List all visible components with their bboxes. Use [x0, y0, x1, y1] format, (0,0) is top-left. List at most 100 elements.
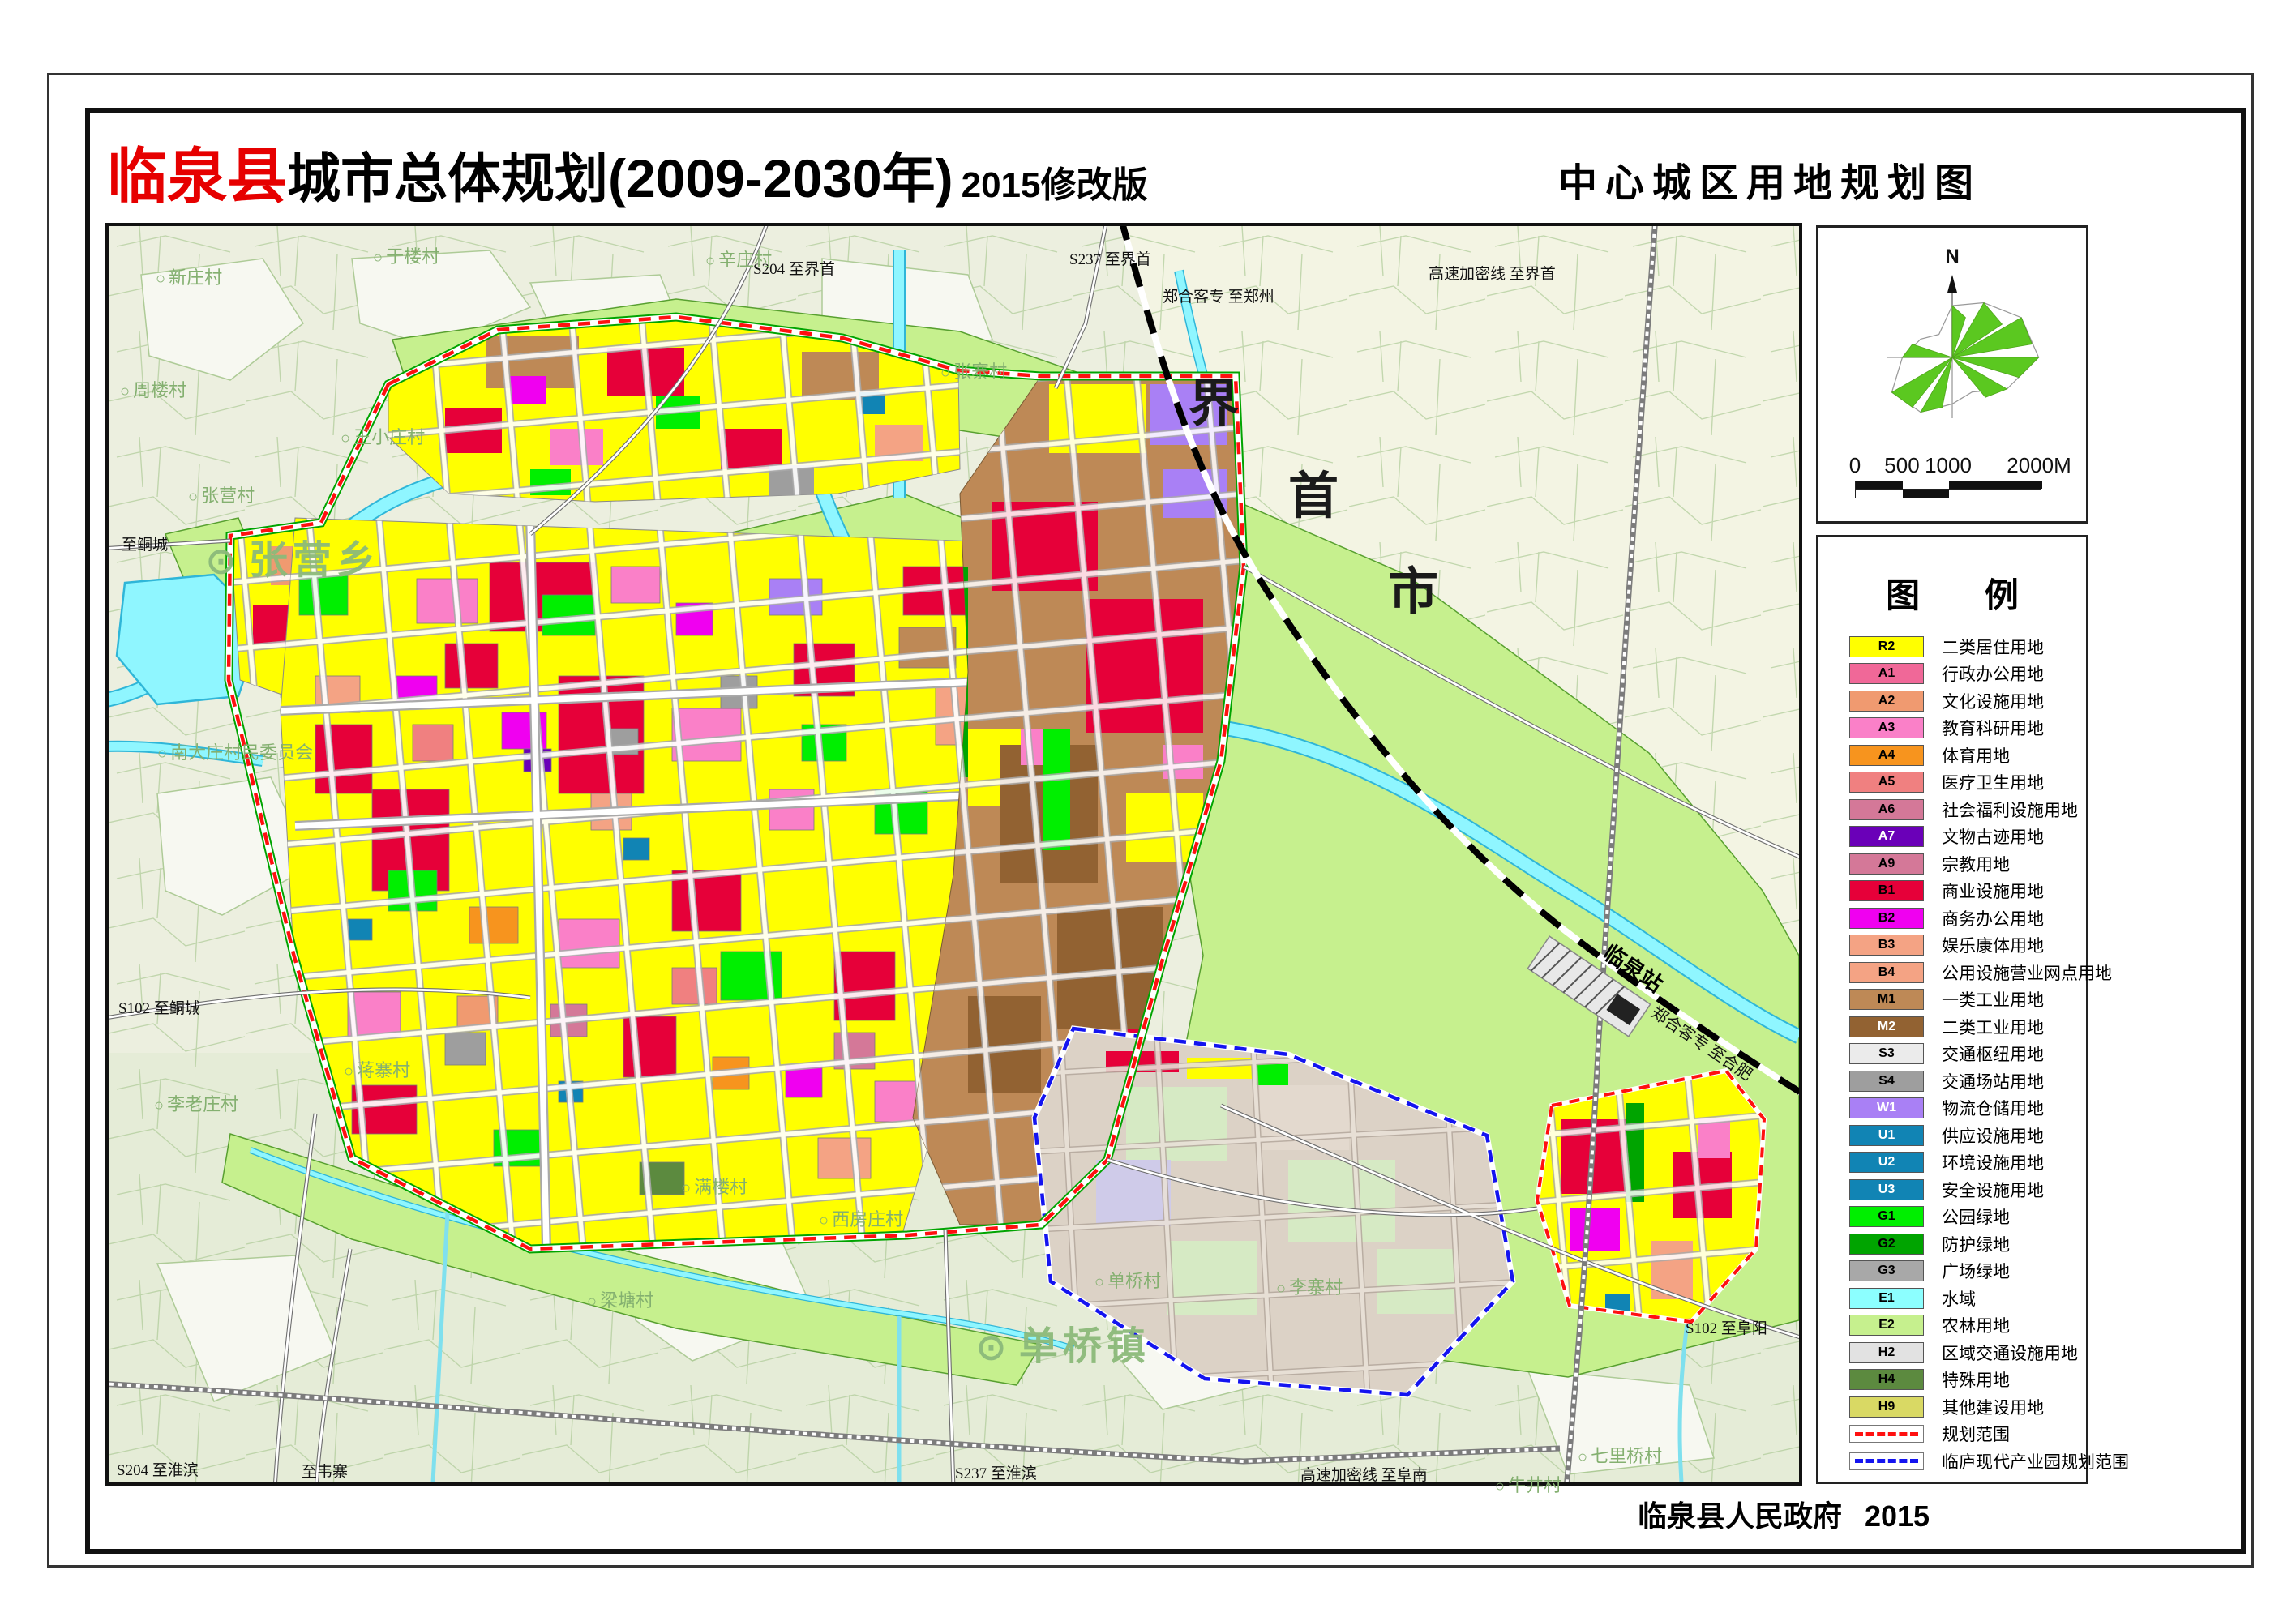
legend-item: A2 文化设施用地	[1849, 687, 2068, 715]
legend-label: 安全设施用地	[1942, 1181, 2044, 1200]
inner-frame	[85, 108, 2246, 1554]
legend-item: A4 体育用地	[1849, 742, 2068, 769]
legend-label: 防护绿地	[1942, 1235, 2010, 1255]
legend-swatch: M2	[1849, 1016, 1924, 1037]
legend-swatch: B2	[1849, 907, 1924, 929]
legend-item: H9 其他建设用地	[1849, 1393, 2068, 1421]
map-sheet-title: 中心城区用地规划图	[1558, 162, 1982, 205]
legend-item: A9 宗教用地	[1849, 850, 2068, 878]
legend-label: 区域交通设施用地	[1942, 1344, 2078, 1363]
legend-item-boundary: 规划范围	[1849, 1421, 2068, 1448]
map-canvas[interactable]: S204 至界首 S237 至界首 郑合客专 至郑州 高速加密线 至界首 至鲖城 S102…	[105, 223, 1802, 1495]
legend-label: 商务办公用地	[1942, 909, 2044, 929]
legend-item: B2 商务办公用地	[1849, 905, 2068, 932]
legend-item: B3 娱乐康体用地	[1849, 932, 2068, 960]
legend-label: 公园绿地	[1942, 1208, 2010, 1228]
legend-swatch: B3	[1849, 935, 1924, 956]
legend-swatch: H2	[1849, 1341, 1924, 1363]
legend-swatch: G2	[1849, 1233, 1924, 1255]
legend-item: U1 供应设施用地	[1849, 1122, 2068, 1149]
legend-label: 其他建设用地	[1942, 1398, 2044, 1418]
legend-item: H4 特殊用地	[1849, 1367, 2068, 1394]
legend-label: 交通场站用地	[1942, 1072, 2044, 1092]
legend-label: 文化设施用地	[1942, 692, 2044, 712]
legend-item: M2 二类工业用地	[1849, 1013, 2068, 1041]
legend-item: E1 水域	[1849, 1285, 2068, 1312]
legend-swatch: B4	[1849, 961, 1924, 983]
legend-swatch: A7	[1849, 826, 1924, 848]
page-title: 城市总体规划(2009-2030年)	[287, 148, 953, 208]
legend-swatch: G1	[1849, 1206, 1924, 1228]
legend-label: 宗教用地	[1942, 855, 2010, 875]
legend-swatch: E2	[1849, 1315, 1924, 1337]
legend-swatch: W1	[1849, 1097, 1924, 1119]
legend-swatch: S4	[1849, 1070, 1924, 1092]
planning-boundary	[224, 312, 1249, 1254]
north-label: N	[1945, 246, 1960, 267]
legend-swatch: H4	[1849, 1369, 1924, 1391]
legend-swatch: A2	[1849, 690, 1924, 712]
legend-swatch: A1	[1849, 663, 1924, 685]
map-drawing	[109, 226, 1799, 1482]
legend-label: 教育科研用地	[1942, 720, 2044, 739]
legend-item: S4 交通场站用地	[1849, 1067, 2068, 1095]
legend-swatch: A3	[1849, 717, 1924, 739]
legend-swatch: G3	[1849, 1260, 1924, 1282]
legend-swatch: M1	[1849, 989, 1924, 1011]
scale-tick: 0	[1848, 453, 1861, 477]
legend-title: 图 例	[1886, 576, 2046, 614]
legend-swatch: A9	[1849, 853, 1924, 875]
legend-item: W1 物流仓储用地	[1849, 1095, 2068, 1123]
legend-label: 二类居住用地	[1942, 638, 2044, 657]
legend-swatch: U3	[1849, 1178, 1924, 1200]
scale-tick: 2000M	[2007, 453, 2071, 477]
legend-item: H2 区域交通设施用地	[1849, 1339, 2078, 1367]
legend-item: B4 公用设施营业网点用地	[1849, 959, 2112, 986]
industrial-park-boundary	[1032, 1026, 1515, 1397]
district-east-industry	[912, 375, 1244, 1225]
legend-item: A7 文物古迹用地	[1849, 823, 2068, 851]
scale-tick-labels: 0 500 1000 2000M	[1818, 453, 2086, 477]
legend-label: 供应设施用地	[1942, 1127, 2044, 1146]
compass-scale-box: N 0 500 1000 2000M	[1816, 225, 2088, 524]
legend-item: G2 防护绿地	[1849, 1230, 2068, 1258]
legend-swatch: R2	[1849, 635, 1924, 657]
legend-swatch: E1	[1849, 1287, 1924, 1309]
legend-label: 水域	[1942, 1290, 1976, 1309]
legend-label: 临庐现代产业园规划范围	[1942, 1452, 2129, 1472]
publisher: 临泉县人民政府	[1637, 1499, 1842, 1533]
legend-label: 社会福利设施用地	[1942, 801, 2078, 820]
header: 临泉县城市总体规划(2009-2030年) 2015修改版 中心城区用地规划图	[107, 128, 2215, 217]
expressway	[109, 226, 1658, 1482]
legend-swatch: B1	[1849, 880, 1924, 902]
legend-label: 广场绿地	[1942, 1263, 2010, 1282]
scale-bar	[1855, 481, 2042, 500]
legend-label: 二类工业用地	[1942, 1018, 2044, 1037]
legend-label: 规划范围	[1942, 1426, 2010, 1445]
publish-year: 2015	[1864, 1499, 1930, 1533]
legend-item: M1 一类工业用地	[1849, 986, 2068, 1014]
legend-label: 娱乐康体用地	[1942, 937, 2044, 956]
compass-rose	[1887, 275, 2040, 418]
district-central	[280, 517, 1017, 1250]
district-industrial-park	[1031, 1025, 1516, 1398]
legend-label: 体育用地	[1942, 746, 2010, 766]
legend-swatch: A6	[1849, 798, 1924, 820]
railway-station	[1527, 935, 1651, 1037]
legend-swatch: S3	[1849, 1043, 1924, 1065]
legend-swatch: A5	[1849, 772, 1924, 793]
legend-item: A6 社会福利设施用地	[1849, 796, 2078, 823]
legend-label: 物流仓储用地	[1942, 1100, 2044, 1119]
legend-swatch: U2	[1849, 1152, 1924, 1174]
legend-label: 商业设施用地	[1942, 883, 2044, 902]
legend-item: A5 医疗卫生用地	[1849, 769, 2068, 797]
legend-label: 医疗卫生用地	[1942, 774, 2044, 793]
legend-item: U3 安全设施用地	[1849, 1176, 2068, 1204]
legend-item: A3 教育科研用地	[1849, 715, 2068, 742]
legend-rows: R2 二类居住用地 A1 行政办公用地 A2 文化设施用地 A3 教育科研用地 A4 体育用地 A5…	[1849, 633, 2129, 1475]
legend-item: G1 公园绿地	[1849, 1204, 2068, 1231]
railway-hsr	[1120, 226, 1799, 1096]
legend-item: B1 商业设施用地	[1849, 878, 2068, 905]
legend-label: 交通枢纽用地	[1942, 1046, 2044, 1065]
